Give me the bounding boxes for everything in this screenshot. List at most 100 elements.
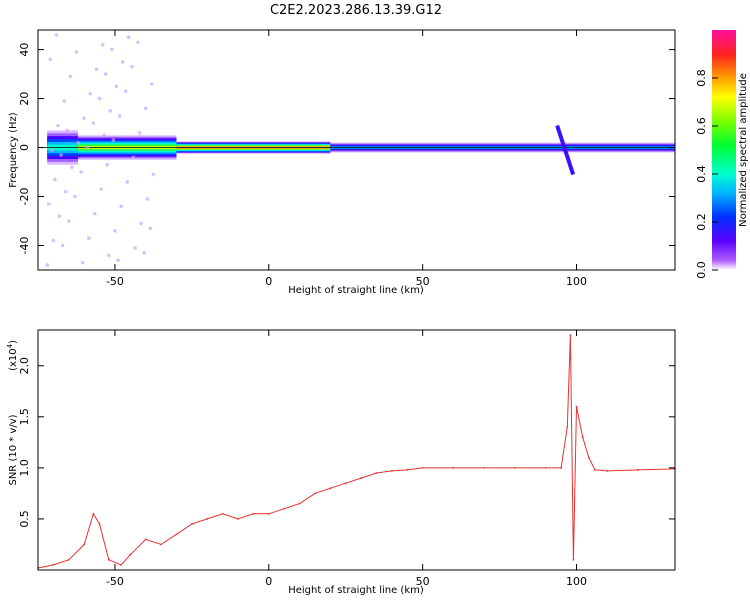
- heatmap-speckle: [48, 57, 53, 62]
- heatmap-speckle: [91, 121, 96, 125]
- colorbar-tick-label: 0.0: [695, 261, 708, 279]
- spectrogram-y-axis-label: Frequency (Hz): [8, 112, 19, 188]
- colorbar-tick-label: 0.2: [695, 213, 708, 231]
- colorbar-tick-label: 0.8: [695, 69, 708, 87]
- heatmap-speckle: [73, 194, 77, 199]
- snr-panel: -50 0 50 100 0.5 1.0 1.5 2.0 Height of straight…: [6, 329, 676, 596]
- snr-point: [83, 543, 86, 546]
- spectrogram-x-tick-label: 50: [416, 275, 430, 288]
- spectrogram-x-tick-label: 0: [265, 275, 272, 288]
- spectrogram-frame: [37, 29, 676, 271]
- snr-point: [120, 563, 122, 566]
- snr-point: [514, 466, 516, 469]
- spectrogram-y-tick-label: -40: [18, 237, 31, 255]
- snr-point: [483, 466, 486, 469]
- spectrogram-y-tick-label: 20: [18, 92, 31, 106]
- snr-point: [544, 466, 547, 469]
- snr-scale-factor: (x104): [6, 340, 19, 371]
- heatmap-speckle: [151, 172, 156, 177]
- snr-point: [314, 492, 316, 495]
- snr-point: [298, 502, 301, 505]
- snr-point: [52, 563, 55, 566]
- snr-point: [107, 558, 110, 561]
- heatmap-speckle: [76, 140, 80, 145]
- snr-point: [329, 487, 332, 490]
- heatmap-speckle: [97, 96, 102, 101]
- heatmap-speckle: [94, 67, 99, 71]
- heatmap-speckle: [102, 133, 106, 138]
- colorbar-tick-label: 0.4: [695, 165, 708, 183]
- snr-point: [572, 558, 575, 561]
- colorbar-label: Normalized spectral amplitude: [738, 73, 749, 227]
- heatmap-speckle: [105, 162, 110, 167]
- heatmap-speckle: [125, 180, 130, 184]
- snr-point: [129, 553, 132, 556]
- heatmap-speckle: [45, 263, 50, 267]
- spectrogram-x-axis-label: Height of straight line (km): [288, 285, 424, 296]
- snr-y-tick-label: 2.0: [18, 357, 31, 375]
- snr-ticks: -50 0 50 100 0.5 1.0 1.5 2.0: [18, 330, 675, 588]
- spectrogram-x-tick-label: 100: [566, 275, 587, 288]
- snr-point: [606, 470, 609, 472]
- spectrogram-y-tick-label: -20: [18, 188, 31, 206]
- heatmap-speckle: [111, 138, 116, 143]
- heatmap-speckle: [143, 106, 148, 111]
- heatmap-speckle: [54, 33, 59, 37]
- snr-point: [581, 436, 584, 439]
- heatmap-speckle: [88, 91, 93, 96]
- snr-x-axis-label: Height of straight line (km): [288, 585, 424, 596]
- heatmap-speckle: [133, 246, 137, 250]
- heatmap-speckle: [126, 35, 131, 40]
- heatmap-speckle: [74, 50, 79, 54]
- snr-point: [421, 466, 424, 469]
- colorbar-tick-label: 0.6: [695, 117, 708, 135]
- snr-point: [406, 469, 409, 471]
- heatmap-speckle: [136, 40, 140, 45]
- spectrogram-heatmap: [38, 33, 675, 267]
- snr-point: [67, 558, 70, 561]
- heatmap-speckle: [62, 99, 66, 103]
- snr-point: [267, 512, 270, 515]
- svg-text:(x104): (x104): [6, 340, 19, 371]
- snr-frame: [37, 329, 676, 571]
- figure-title: C2E2.2023.286.13.39.G12: [270, 3, 442, 18]
- heatmap-speckle: [116, 258, 120, 263]
- snr-point: [190, 523, 193, 525]
- heatmap-speckle: [150, 82, 154, 86]
- heatmap-speckle: [148, 226, 153, 231]
- heatmap-speckle: [65, 128, 70, 133]
- heatmap-speckle: [145, 197, 150, 201]
- spectrogram-y-tick-label: 0: [18, 144, 31, 151]
- heatmap-speckle: [117, 113, 122, 118]
- heatmap-speckle: [82, 116, 86, 120]
- snr-y-axis-label: SNR (10 * v/v): [8, 414, 19, 485]
- heatmap-speckle: [79, 170, 83, 174]
- snr-point: [390, 470, 393, 472]
- heatmap-speckle: [119, 204, 123, 209]
- heatmap-speckle: [108, 109, 113, 113]
- heatmap-speckle: [86, 236, 91, 240]
- heatmap-speckle: [46, 202, 51, 206]
- snr-point: [221, 512, 224, 515]
- snr-y-tick-label: 1.5: [18, 408, 31, 426]
- heatmap-speckle: [68, 74, 73, 79]
- heatmap-speckle: [66, 219, 71, 223]
- heatmap-speckle: [57, 214, 62, 218]
- heatmap-speckle: [93, 211, 97, 216]
- heatmap-speckle: [59, 153, 63, 157]
- snr-point: [252, 512, 255, 515]
- snr-point: [283, 507, 286, 510]
- snr-point: [92, 512, 95, 515]
- heatmap-speckle: [60, 243, 65, 248]
- snr-scale-base: (x10: [8, 348, 19, 371]
- snr-point: [175, 533, 178, 536]
- heatmap-speckle: [110, 47, 114, 52]
- snr-scale-exponent: 4: [6, 343, 14, 348]
- snr-point: [575, 405, 578, 408]
- colorbar-ticks: 0.0 0.2 0.4 0.6 0.8: [695, 69, 718, 279]
- heatmap-speckle: [113, 229, 117, 233]
- heatmap-speckle: [53, 177, 57, 182]
- snr-point: [560, 466, 563, 469]
- heatmap-speckle: [70, 165, 74, 169]
